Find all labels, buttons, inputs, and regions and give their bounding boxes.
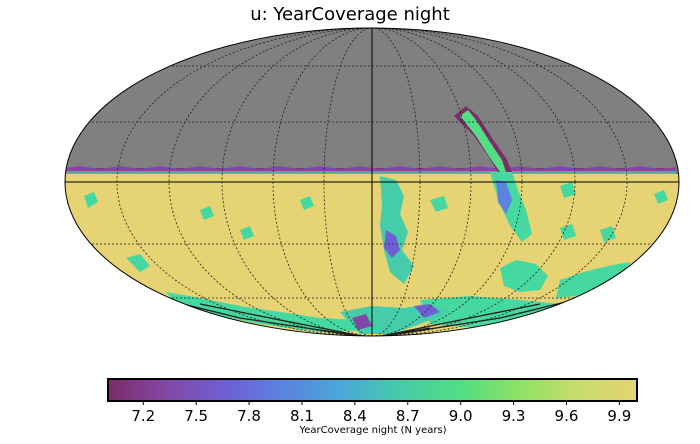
masked-region-north	[65, 28, 679, 180]
colorbar-tick-label: 8.1	[290, 407, 314, 425]
colorbar-tick-label: 7.5	[184, 407, 208, 425]
map-body	[65, 28, 679, 336]
colorbar-tick-label: 9.3	[502, 407, 526, 425]
map-outline	[64, 27, 680, 337]
colorbar-tick-label: 9.0	[449, 407, 473, 425]
colorbar-tick-label: 8.7	[396, 407, 420, 425]
galactic-plane-south	[84, 172, 668, 334]
colorbar-label: YearCoverage night (N years)	[299, 425, 447, 436]
colorbar-tick-label: 7.8	[237, 407, 261, 425]
galactic-plane-north	[454, 106, 512, 172]
colorbar-tick-label: 7.2	[131, 407, 155, 425]
colorbar-ticks: 7.2 7.5 7.8 8.1 8.4 8.7 9.0 9.3 9.6 9.9	[131, 401, 631, 425]
colorbar-tick-label: 8.4	[343, 407, 367, 425]
colorbar-tick-label: 9.6	[555, 407, 579, 425]
colorbar	[107, 378, 638, 402]
chart-title: u: YearCoverage night	[250, 4, 450, 25]
colorbar-tick-label: 9.9	[607, 407, 631, 425]
footprint-edge	[65, 166, 676, 174]
